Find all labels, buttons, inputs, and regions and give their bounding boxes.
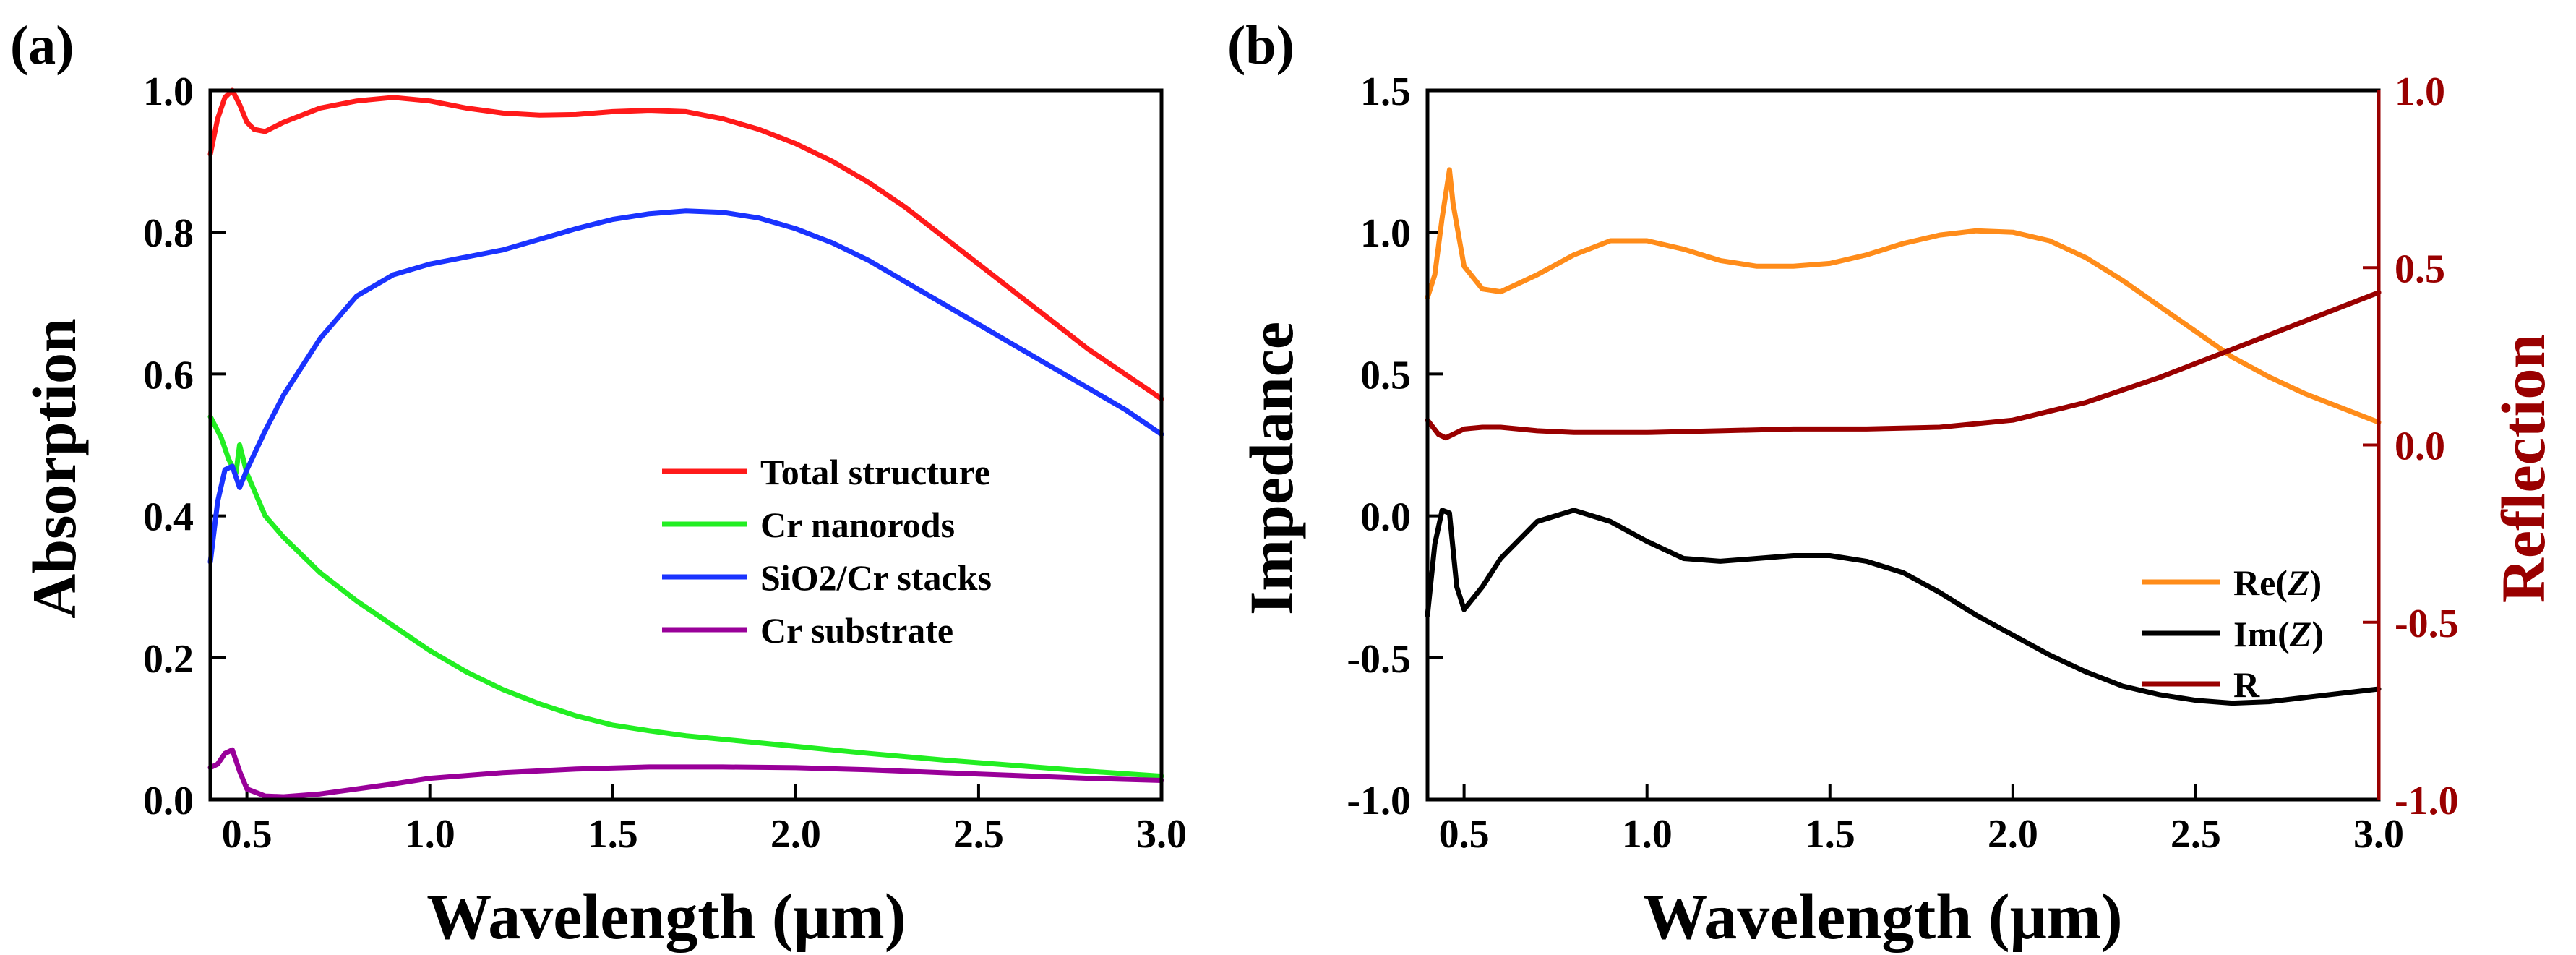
ylabel-b: Impedance: [1237, 322, 1306, 615]
x-tick-label-b: 2.5: [2171, 812, 2221, 857]
legend-label-b: Im(Z): [2233, 614, 2324, 654]
y-tick-label-b: 0.5: [1360, 353, 1411, 398]
panel-b: (b) Impedance Reflection Wavelength (μm)…: [1227, 15, 2558, 953]
x-tick-label-a: 1.0: [405, 812, 455, 857]
y-tick-label-a: 0.0: [143, 779, 194, 823]
x-tick-label-b: 2.0: [1988, 812, 2038, 857]
plot-frame-a: [208, 88, 1164, 802]
panel-label-b: (b): [1227, 15, 1295, 76]
x-tick-label-a: 2.0: [770, 812, 821, 857]
legend-label-a: Cr nanorods: [760, 505, 955, 545]
ylabel-a: Absorption: [20, 318, 89, 619]
y2-tick-label-b: -1.0: [2395, 779, 2459, 823]
x-tick-label-b: 1.5: [1805, 812, 1855, 857]
legend-label-b: R: [2233, 664, 2260, 705]
legend-a: Total structure Cr nanorods SiO2/Cr stacks…: [662, 452, 992, 651]
x-tick-label-a: 0.5: [222, 812, 272, 857]
y-tick-label-b: 0.0: [1360, 495, 1411, 540]
legend-label-a: Cr substrate: [760, 610, 953, 651]
y-tick-label-b: 1.0: [1360, 211, 1411, 256]
y-tick-label-a: 0.8: [143, 211, 194, 256]
y-tick-label-b: -1.0: [1347, 779, 1411, 823]
legend-label-a: SiO2/Cr stacks: [760, 557, 992, 598]
x-tick-label-a: 2.5: [953, 812, 1004, 857]
ticks-b: 0.5 1.0 1.5 2.0 2.5 3.0-1.0-0.50.00.51.01.5-1…: [1347, 69, 2458, 857]
series-line-a: [207, 87, 1164, 402]
x-tick-label-b: 3.0: [2353, 812, 2404, 857]
y-tick-label-b: 1.5: [1360, 69, 1411, 114]
y2-tick-label-b: 0.0: [2395, 424, 2445, 469]
y-tick-label-a: 1.0: [143, 69, 194, 114]
y2label-b: Reflection: [2489, 334, 2558, 604]
series-a: [207, 87, 1164, 800]
series-line-a: [207, 414, 1164, 779]
panel-a: (a) Absorption Wavelength (μm) 0.5 1.0 1.5…: [10, 15, 1187, 953]
y-tick-label-a: 0.4: [143, 495, 194, 540]
panel-label-a: (a): [10, 15, 74, 76]
series-line-b: [1425, 167, 2382, 425]
x-tick-label-a: 3.0: [1136, 812, 1187, 857]
xlabel-b: Wavelength (μm): [1643, 881, 2122, 953]
y-tick-label-a: 0.2: [143, 637, 194, 682]
series-line-b: [1425, 508, 2382, 706]
x-tick-label-a: 1.5: [588, 812, 638, 857]
series-line-a: [207, 747, 1164, 800]
series-line-a: [207, 208, 1164, 565]
y-tick-label-b: -0.5: [1347, 637, 1411, 682]
series-b: [1425, 167, 2382, 706]
y2-tick-label-b: 1.0: [2395, 69, 2445, 114]
legend-b: Re(Z) Im(Z) R: [2142, 562, 2324, 705]
legend-label-b: Re(Z): [2233, 562, 2322, 603]
xlabel-a: Wavelength (μm): [426, 881, 906, 953]
legend-label-a: Total structure: [760, 452, 990, 492]
y-tick-label-a: 0.6: [143, 353, 194, 398]
y2-tick-label-b: 0.5: [2395, 247, 2445, 291]
series-line-b: [1425, 290, 2382, 441]
ticks-a: 0.5 1.0 1.5 2.0 2.5 3.0 0.0 0.2 0.4 0.6 0.8 1.0: [143, 69, 1187, 857]
x-tick-label-b: 0.5: [1439, 812, 1490, 857]
y2-tick-label-b: -0.5: [2395, 601, 2459, 646]
x-tick-label-b: 1.0: [1622, 812, 1673, 857]
